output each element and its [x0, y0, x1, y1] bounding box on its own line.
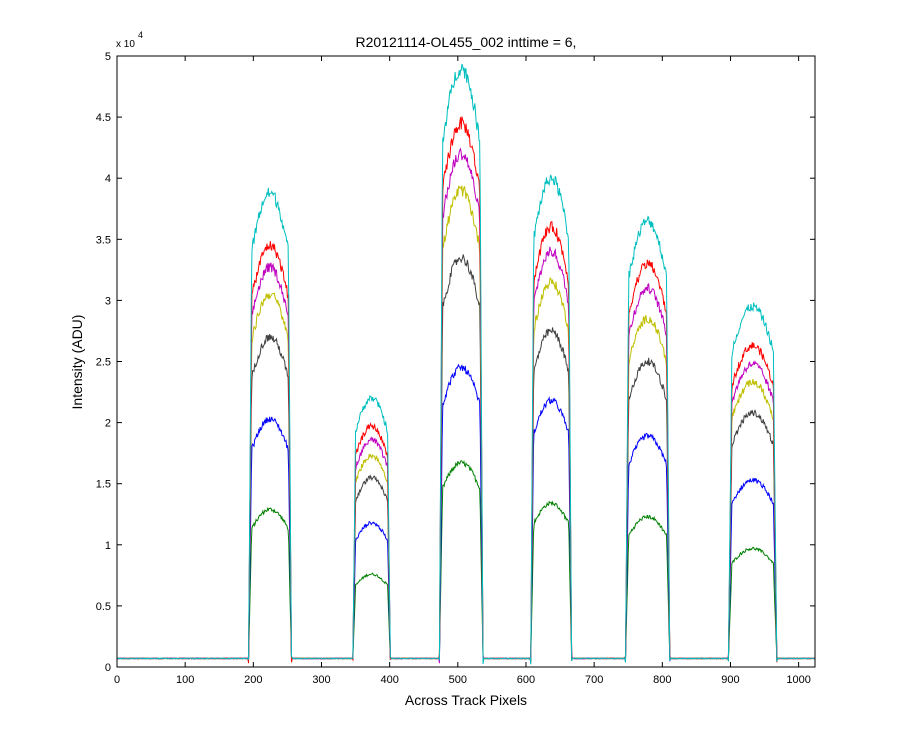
x-tick-label: 1000 — [786, 674, 810, 686]
y-tick-label: 4 — [105, 173, 111, 185]
series-layer — [116, 63, 816, 665]
x-tick-label: 200 — [244, 674, 262, 686]
x-tick-label: 700 — [585, 674, 603, 686]
y-tick-label: 5 — [105, 51, 111, 63]
x-tick-label: 600 — [517, 674, 535, 686]
x-tick-label: 0 — [114, 674, 120, 686]
y-tick-label: 3 — [105, 295, 111, 307]
y-axis-label: Intensity (ADU) — [69, 315, 85, 410]
y-tick-label: 4.5 — [96, 112, 111, 124]
x-axis: 0 100 200 300 400 500 600 700 800 900 1000 — [114, 56, 811, 686]
series-line — [116, 63, 816, 665]
x-axis-label: Across Track Pixels — [405, 692, 527, 708]
y-axis: 0 0.5 1 1.5 2 2.5 3 3.5 4 4.5 5 — [96, 51, 815, 674]
plot-area — [117, 56, 815, 667]
x-tick-label: 900 — [721, 674, 739, 686]
y-tick-label: 2 — [105, 418, 111, 430]
x-tick-label: 400 — [380, 674, 398, 686]
y-tick-label: 1.5 — [96, 479, 111, 491]
x-tick-label: 500 — [449, 674, 467, 686]
y-tick-label: 0.5 — [96, 601, 111, 613]
y-exponent-label: x 10 — [116, 39, 135, 50]
chart-title: R20121114-OL455_002 inttime = 6, — [356, 34, 577, 50]
x-tick-label: 100 — [176, 674, 194, 686]
y-exponent-power: 4 — [138, 30, 143, 40]
y-tick-label: 2.5 — [96, 357, 111, 369]
y-tick-label: 3.5 — [96, 234, 111, 246]
x-tick-label: 800 — [653, 674, 671, 686]
y-tick-label: 0 — [105, 662, 111, 674]
y-tick-label: 1 — [105, 540, 111, 552]
x-tick-label: 300 — [312, 674, 330, 686]
